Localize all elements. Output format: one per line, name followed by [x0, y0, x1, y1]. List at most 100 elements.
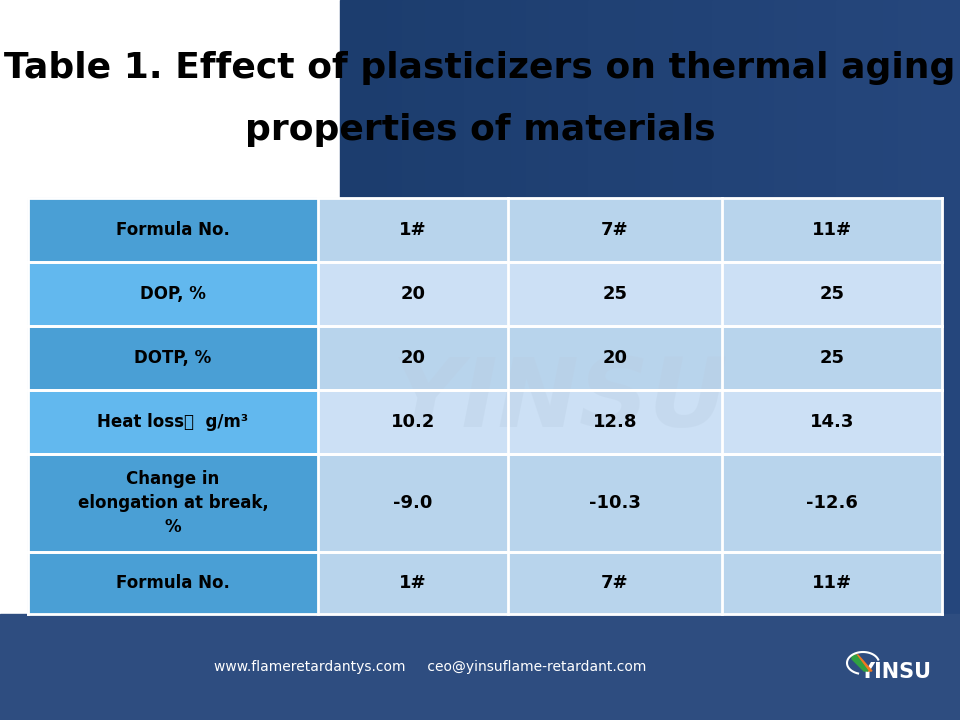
Bar	[604, 0, 612, 614]
Text: 25: 25	[820, 349, 845, 367]
Bar	[797, 0, 806, 614]
Text: 20: 20	[400, 349, 425, 367]
Bar	[743, 0, 752, 614]
Bar	[28, 326, 318, 390]
Bar	[28, 198, 318, 262]
Bar	[541, 0, 550, 614]
Bar	[852, 0, 860, 614]
Bar	[495, 0, 504, 614]
Text: Formula No.: Formula No.	[116, 221, 230, 239]
Text: Change in
elongation at break,
%: Change in elongation at break, %	[78, 470, 269, 536]
Polygon shape	[852, 655, 868, 671]
Bar	[318, 198, 942, 262]
Text: 7#: 7#	[601, 221, 629, 239]
Bar	[688, 0, 698, 614]
Bar	[813, 0, 822, 614]
Bar	[612, 0, 620, 614]
Text: Table 1. Effect of plasticizers on thermal aging: Table 1. Effect of plasticizers on therm…	[4, 51, 956, 85]
Bar	[355, 0, 364, 614]
Bar	[952, 0, 960, 614]
Bar	[937, 0, 946, 614]
Text: 7#: 7#	[601, 574, 629, 592]
Bar	[588, 0, 597, 614]
Bar	[340, 0, 348, 614]
Text: Formula No.: Formula No.	[116, 574, 230, 592]
Polygon shape	[854, 655, 872, 671]
Text: 20: 20	[603, 349, 628, 367]
Text: 1#: 1#	[399, 221, 427, 239]
Text: 25: 25	[820, 285, 845, 303]
Bar	[619, 0, 628, 614]
Bar	[922, 0, 930, 614]
Bar	[28, 552, 318, 614]
Bar	[387, 0, 396, 614]
Bar	[821, 0, 829, 614]
Text: DOTP, %: DOTP, %	[134, 349, 211, 367]
Bar	[456, 0, 465, 614]
Bar	[479, 0, 489, 614]
Bar	[751, 0, 759, 614]
Bar	[836, 0, 845, 614]
Bar	[526, 0, 535, 614]
Text: YINSU: YINSU	[859, 662, 931, 682]
Bar	[890, 0, 899, 614]
Bar	[867, 0, 876, 614]
Bar	[503, 0, 512, 614]
Bar	[712, 0, 721, 614]
Bar	[766, 0, 775, 614]
Bar	[363, 0, 372, 614]
Bar	[425, 0, 434, 614]
Text: 14.3: 14.3	[810, 413, 854, 431]
Bar	[549, 0, 558, 614]
Text: DOP, %: DOP, %	[140, 285, 206, 303]
Bar	[882, 0, 891, 614]
Bar	[28, 262, 318, 326]
Bar	[650, 0, 659, 614]
Bar	[789, 0, 799, 614]
Bar	[371, 0, 380, 614]
Bar	[448, 0, 457, 614]
Bar	[348, 0, 356, 614]
Bar	[658, 0, 666, 614]
Bar	[828, 0, 837, 614]
Text: 10.2: 10.2	[391, 413, 435, 431]
Bar	[705, 0, 713, 614]
Bar	[929, 0, 938, 614]
Bar	[735, 0, 744, 614]
Bar	[905, 0, 915, 614]
Text: 12.8: 12.8	[592, 413, 637, 431]
Bar	[488, 0, 496, 614]
Text: properties of materials: properties of materials	[245, 113, 715, 147]
Bar	[433, 0, 442, 614]
Text: YINSU: YINSU	[392, 354, 729, 446]
Bar	[758, 0, 767, 614]
Bar	[720, 0, 729, 614]
Bar	[875, 0, 883, 614]
Bar	[534, 0, 542, 614]
Bar	[441, 0, 449, 614]
Bar	[402, 0, 411, 614]
Bar	[318, 390, 942, 454]
Bar	[318, 326, 942, 390]
Bar	[642, 0, 651, 614]
Bar	[859, 0, 868, 614]
Bar	[774, 0, 782, 614]
Bar	[728, 0, 736, 614]
Text: 11#: 11#	[812, 574, 852, 592]
Bar	[318, 262, 942, 326]
Text: -10.3: -10.3	[589, 494, 641, 512]
Bar	[28, 454, 318, 552]
Bar	[395, 0, 403, 614]
Bar	[410, 0, 419, 614]
Bar	[596, 0, 605, 614]
Text: 25: 25	[603, 285, 628, 303]
Bar	[673, 0, 682, 614]
Bar	[418, 0, 426, 614]
Bar	[318, 552, 942, 614]
Bar	[945, 0, 953, 614]
Bar	[318, 454, 942, 552]
Text: 20: 20	[400, 285, 425, 303]
Bar	[564, 0, 573, 614]
Text: -9.0: -9.0	[394, 494, 433, 512]
Bar	[898, 0, 907, 614]
